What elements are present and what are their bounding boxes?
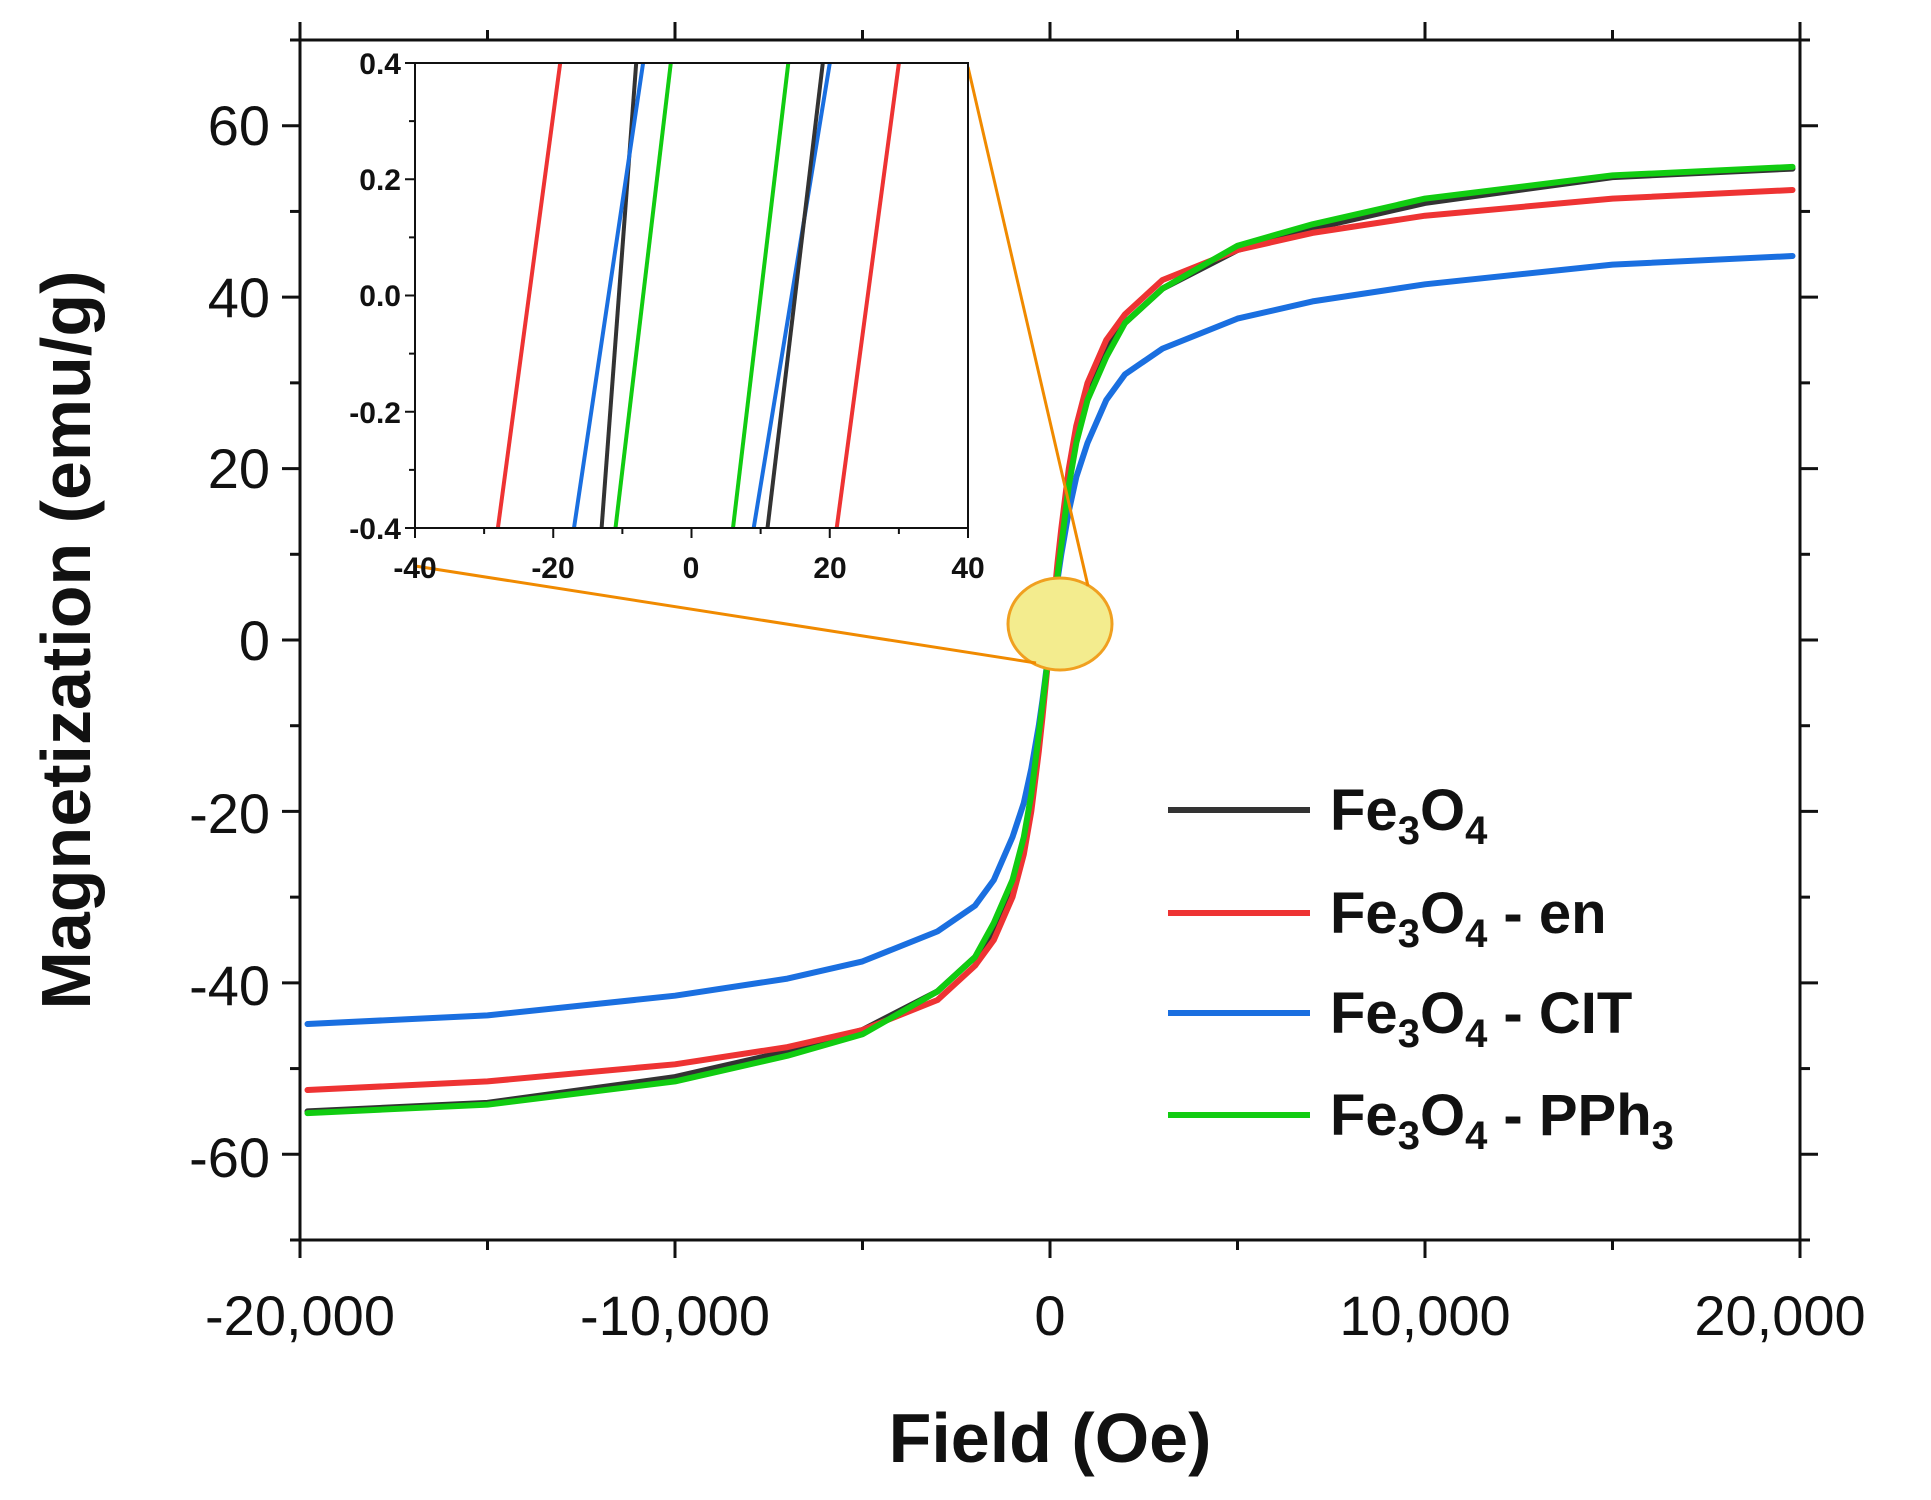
legend-label-subscript: 3 — [1398, 1114, 1420, 1158]
inset-series-line-0 — [495, 63, 563, 528]
main-axis-ticks — [282, 22, 1818, 1258]
inset-plot-background — [415, 63, 968, 528]
inset-x-tick-label: 40 — [951, 552, 984, 585]
legend-label: Fe3O4 - PPh3 — [1330, 1083, 1674, 1158]
inset-x-tick-label: 0 — [683, 552, 700, 585]
y-tick-label: -60 — [189, 1126, 270, 1189]
legend-label-part: O — [1420, 881, 1465, 946]
inset-series-line-2 — [572, 63, 646, 528]
legend-entry-fe3o4: Fe3O4 — [1168, 778, 1488, 853]
y-tick-labels: -60 -40 -20 0 20 40 60 — [189, 94, 270, 1189]
inset-series-lines — [495, 63, 901, 528]
legend-label-part: Fe — [1330, 1083, 1398, 1148]
x-tick-label: -20,000 — [205, 1284, 395, 1347]
legend-label-subscript: 3 — [1398, 1012, 1420, 1056]
legend-label-subscript: 3 — [1652, 1114, 1674, 1158]
inset-series-line-5 — [751, 63, 832, 528]
inset-y-tick-label: 0.0 — [359, 280, 401, 313]
legend-label-part: Fe — [1330, 881, 1398, 946]
inset-series-line-3 — [613, 63, 673, 528]
legend-label-subscript: 4 — [1465, 1012, 1488, 1056]
inset-x-tick-label: 20 — [813, 552, 846, 585]
legend-label-subscript: 4 — [1465, 809, 1488, 853]
y-tick-label: 60 — [208, 94, 270, 157]
inset-y-tick-label: -0.4 — [349, 513, 401, 546]
zoom-connector-line — [414, 564, 1037, 665]
legend-entry-fe3o4-en: Fe3O4 - en — [1168, 881, 1607, 956]
legend-label-part: - en — [1487, 881, 1606, 946]
x-tick-labels: -20,000 -10,000 0 10,000 20,000 — [205, 1284, 1866, 1347]
y-tick-label: -20 — [189, 782, 270, 845]
x-tick-label: 0 — [1034, 1284, 1065, 1347]
inset-x-tick-label: -40 — [393, 552, 436, 585]
inset-y-tick-label: -0.2 — [349, 397, 401, 430]
x-axis-title: Field (Oe) — [889, 1399, 1212, 1477]
zoom-highlight-ellipse — [1006, 576, 1114, 672]
x-tick-label: 10,000 — [1339, 1284, 1510, 1347]
legend-label-subscript: 4 — [1465, 1114, 1488, 1158]
inset-series-line-6 — [765, 63, 825, 528]
inset-y-tick-label: 0.4 — [359, 48, 401, 81]
legend-label-subscript: 4 — [1465, 912, 1488, 956]
legend-label-part: O — [1420, 778, 1465, 843]
inset-series-line-7 — [834, 63, 901, 528]
legend-label-part: Fe — [1330, 981, 1398, 1046]
legend-entry-fe3o4-pph3: Fe3O4 - PPh3 — [1168, 1083, 1674, 1158]
inset-y-tick-label: 0.2 — [359, 164, 401, 197]
legend-entry-fe3o4-cit: Fe3O4 - CIT — [1168, 981, 1632, 1056]
y-tick-label: 20 — [208, 437, 270, 500]
legend-label: Fe3O4 — [1330, 778, 1488, 853]
y-tick-label: 40 — [208, 266, 270, 329]
zoom-callout — [414, 66, 1114, 672]
legend: Fe3O4 Fe3O4 - en Fe3O4 - CIT Fe3O4 - PPh… — [1168, 778, 1674, 1158]
x-tick-label: 20,000 — [1694, 1284, 1865, 1347]
inset-axis-ticks — [405, 62, 969, 538]
legend-label-subscript: 3 — [1398, 809, 1420, 853]
legend-label-part: - PPh — [1487, 1083, 1651, 1148]
legend-label: Fe3O4 - en — [1330, 881, 1607, 956]
legend-label: Fe3O4 - CIT — [1330, 981, 1632, 1056]
legend-label-part: Fe — [1330, 778, 1398, 843]
inset-plot-frame — [414, 62, 969, 529]
legend-label-part: O — [1420, 1083, 1465, 1148]
legend-label-subscript: 3 — [1398, 912, 1420, 956]
inset-plot: -40 -20 0 20 40 -0.4 -0.2 0.0 0.2 0.4 — [349, 48, 984, 585]
legend-label-part: - CIT — [1487, 981, 1632, 1046]
legend-label-part: O — [1420, 981, 1465, 1046]
y-axis-title: Magnetization (emu/g) — [27, 271, 105, 1010]
y-tick-label: 0 — [239, 609, 270, 672]
zoom-connector-line — [966, 66, 1090, 587]
y-tick-label: -40 — [189, 954, 270, 1017]
x-tick-label: -10,000 — [580, 1284, 770, 1347]
inset-series-line-4 — [731, 63, 791, 528]
inset-x-tick-label: -20 — [531, 552, 574, 585]
